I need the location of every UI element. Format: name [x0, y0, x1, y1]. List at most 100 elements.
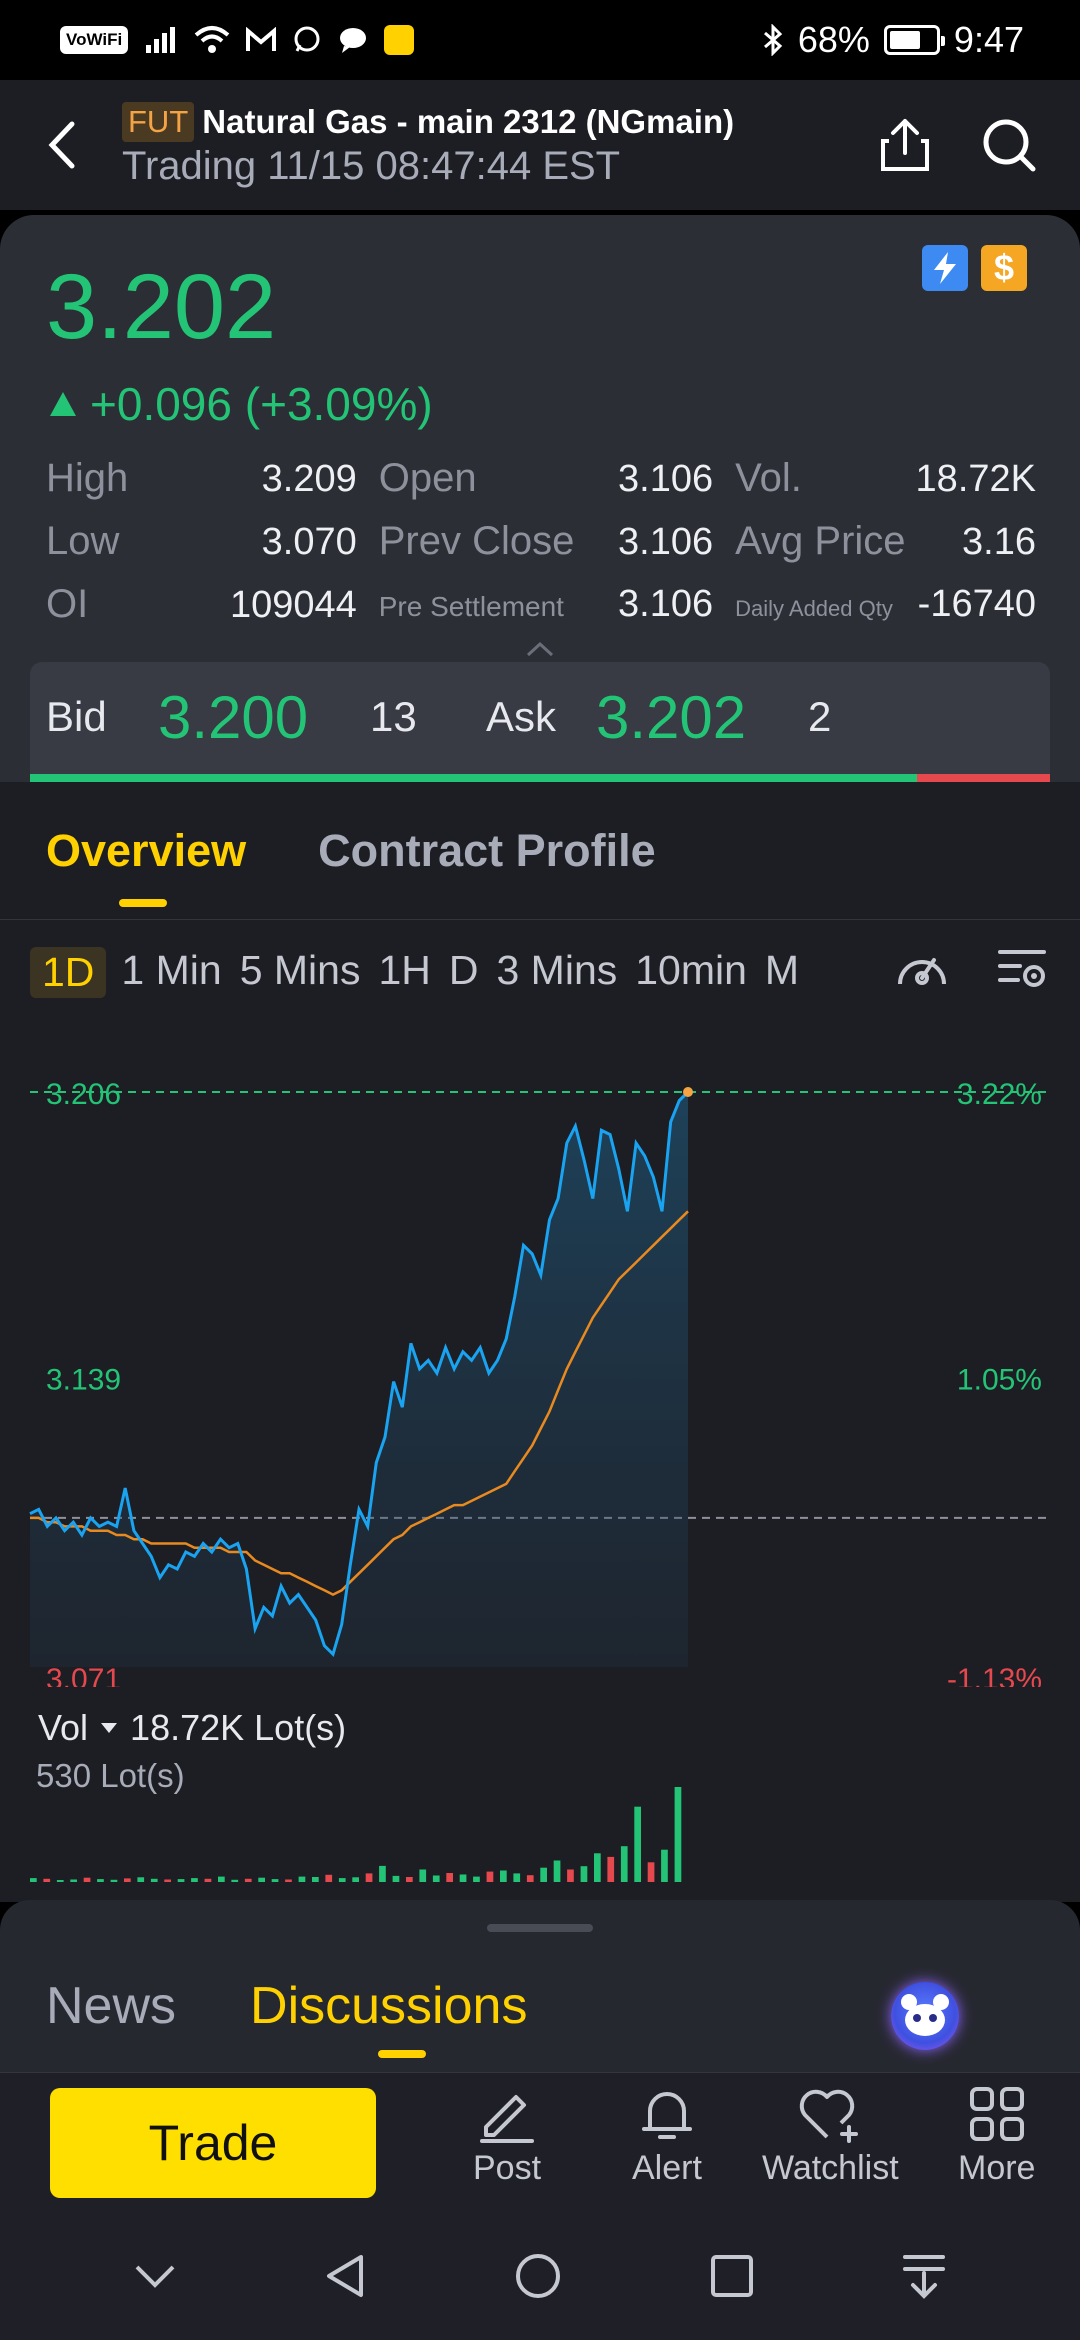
gauge-icon[interactable] [894, 944, 950, 992]
tab-overview[interactable]: Overview [46, 824, 247, 876]
stats-row: OI 109044 Pre Settlement 3.106 Daily Added… [46, 573, 1036, 636]
volume-value: 18.72K [915, 458, 1036, 500]
back-triangle-icon[interactable] [323, 2251, 367, 2301]
volume-bar [594, 1853, 601, 1882]
dropdown-caret-icon[interactable] [100, 1722, 118, 1734]
collapse-chevron-icon[interactable] [524, 640, 556, 658]
volume-bar [647, 1862, 655, 1882]
assistant-mascot-icon[interactable] [891, 1982, 959, 2050]
bid-ask-bar[interactable]: Bid 3.200 13 Ask 3.202 2 [30, 662, 1050, 782]
volume-bar [338, 1878, 346, 1882]
interval-5-mins[interactable]: 5 Mins [239, 946, 361, 993]
instrument-title: Natural Gas - main 2312 (NGmain) [202, 102, 735, 140]
gmail-icon [246, 27, 277, 51]
watchlist-label: Watchlist [762, 2149, 899, 2187]
volume-dropdown-label[interactable]: Vol [38, 1707, 89, 1748]
volume-bar [298, 1876, 306, 1882]
volume-bar [406, 1877, 413, 1882]
search-icon [983, 119, 1036, 172]
status-bar: VoWiFi 68% 9:47 [0, 0, 1080, 80]
volume-bar [30, 1878, 37, 1882]
volume-bar [446, 1873, 453, 1882]
high-label: High [46, 456, 129, 500]
detail-tabs: Overview Contract Profile [0, 782, 1080, 920]
vowifi-icon: VoWiFi [60, 26, 129, 54]
volume-bar [365, 1873, 373, 1882]
volume-bar [392, 1875, 400, 1882]
price-chart[interactable]: 3.206 3.139 3.071 3.22% 1.05% -1.13% [0, 1007, 1080, 1687]
system-nav-bar [0, 2212, 1080, 2340]
bid-ask-ratio-bar [30, 774, 1050, 782]
more-button[interactable]: More [958, 2083, 1035, 2188]
back-button[interactable] [36, 115, 86, 175]
volume-bar [204, 1878, 212, 1882]
home-circle-icon[interactable] [513, 2251, 563, 2301]
stats-row: Low 3.070 Prev Close 3.106 Avg Price 3.16 [46, 510, 1036, 573]
volume-total: 18.72K Lot(s) [130, 1707, 347, 1748]
app-header: FUT Natural Gas - main 2312 (NGmain) Tra… [0, 80, 1080, 210]
interval-1-min[interactable]: 1 Min [121, 946, 222, 993]
fut-badge: FUT [122, 101, 195, 142]
bottom-sheet: News Discussions Trade Post Alert Watchl… [0, 1900, 1080, 2340]
share-button[interactable] [870, 110, 940, 180]
recents-square-icon[interactable] [709, 2253, 755, 2299]
interval-3-mins[interactable]: 3 Mins [496, 946, 618, 993]
tab-contract-profile[interactable]: Contract Profile [318, 824, 656, 876]
volume-bar [553, 1860, 561, 1882]
watchlist-button[interactable]: Watchlist [762, 2083, 899, 2188]
tab-news[interactable]: News [46, 1977, 177, 2035]
volume-bar [97, 1879, 104, 1882]
volume-bar [137, 1877, 145, 1882]
price-area [30, 1092, 688, 1667]
alert-button[interactable]: Alert [632, 2083, 702, 2188]
ask-label: Ask [486, 693, 557, 740]
post-button[interactable]: Post [473, 2083, 541, 2188]
ask-ratio-fill [917, 774, 1050, 782]
interval-1d[interactable]: 1D [30, 946, 107, 998]
signal-icon [146, 27, 176, 53]
interval-1h[interactable]: 1H [378, 946, 431, 993]
volume-bar [674, 1787, 682, 1882]
interval-d[interactable]: D [448, 946, 479, 993]
chart-settings-icon[interactable] [996, 944, 1050, 992]
bid-qty: 13 [370, 693, 417, 740]
avg-price-label: Avg Price [735, 519, 906, 563]
bell-icon [641, 2092, 692, 2139]
quote-stats: High 3.209 Open 3.106 Vol. 18.72K Low 3.070 … [46, 447, 1036, 636]
volume-bar [231, 1879, 239, 1882]
action-toolbar: Trade Post Alert Watchlist More [0, 2072, 1080, 2212]
interval-10min[interactable]: 10min [635, 946, 747, 993]
search-button[interactable] [974, 110, 1044, 180]
ask-price: 3.202 [596, 683, 747, 751]
dollar-badge-icon[interactable]: $ [981, 245, 1027, 291]
stats-row: High 3.209 Open 3.106 Vol. 18.72K [46, 447, 1036, 510]
trade-button[interactable]: Trade [50, 2087, 376, 2198]
open-value: 3.106 [618, 458, 714, 500]
volume-bar [661, 1849, 668, 1882]
bid-price: 3.200 [158, 683, 309, 751]
lightning-level1-icon[interactable] [922, 245, 968, 291]
volume-bar [352, 1877, 359, 1882]
chevron-down-icon[interactable] [133, 2261, 177, 2291]
main-area: Overview Contract Profile 1D 1 Min 5 Mins 1… [0, 782, 1080, 1902]
post-label: Post [473, 2149, 542, 2187]
battery-percent: 68% [797, 19, 870, 60]
bid-ratio-fill [30, 774, 918, 782]
volume-bar [43, 1878, 51, 1882]
high-value: 3.209 [261, 458, 357, 500]
interval-m[interactable]: M [764, 946, 800, 993]
last-price: 3.202 [46, 256, 277, 358]
trading-status: Trading 11/15 08:47:44 EST [122, 143, 621, 188]
avg-price-value: 3.16 [962, 521, 1036, 563]
notification-pull-icon[interactable] [901, 2251, 947, 2301]
volume-bar [191, 1878, 198, 1882]
volume-bar [218, 1876, 225, 1882]
volume-bar [285, 1879, 292, 1882]
price-change-value: +0.096 (+3.09%) [90, 378, 433, 430]
volume-bar [258, 1877, 265, 1882]
volume-bar [432, 1875, 440, 1882]
volume-bar [150, 1878, 158, 1882]
sheet-grabber[interactable] [487, 1924, 593, 1932]
tab-discussions[interactable]: Discussions [250, 1977, 528, 2035]
volume-chart [30, 1787, 682, 1882]
